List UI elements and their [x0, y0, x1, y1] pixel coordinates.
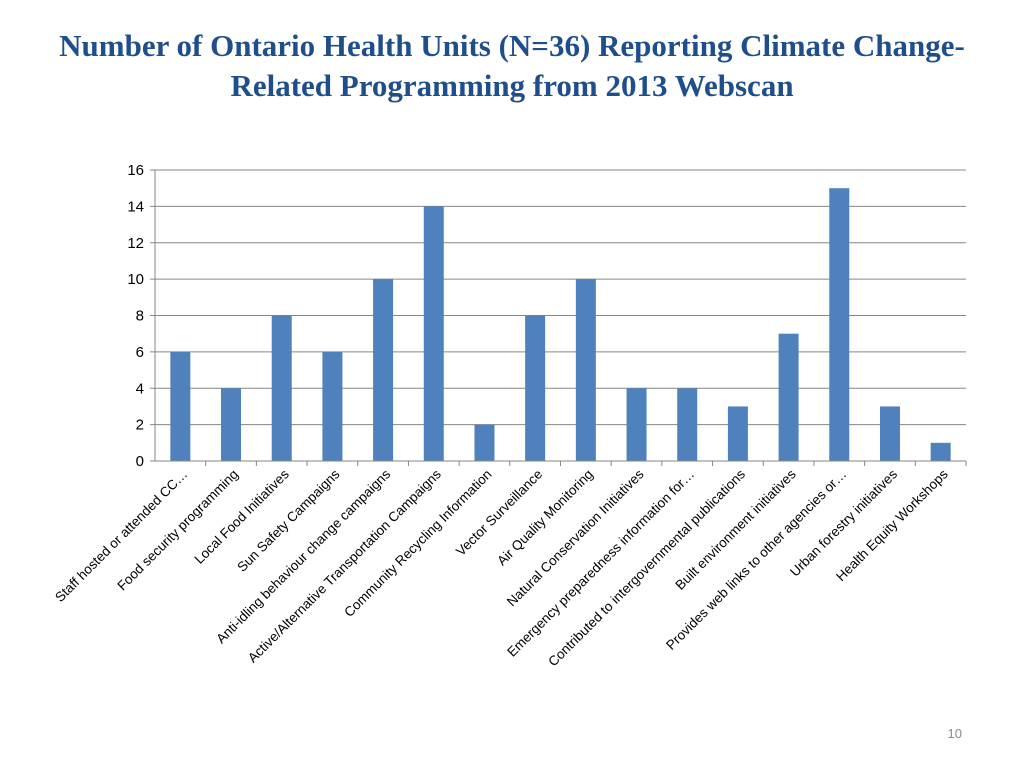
- bar: [626, 388, 647, 461]
- y-tick-label: 8: [136, 308, 144, 325]
- y-tick-label: 0: [136, 453, 144, 470]
- y-tick-label: 12: [127, 235, 144, 252]
- x-category-label: Vector Surveillance: [453, 467, 545, 559]
- y-tick-label: 2: [136, 417, 144, 434]
- x-category-label: Active/Alternative Transportation Campai…: [245, 466, 444, 665]
- bars: [170, 188, 951, 461]
- bar: [677, 388, 698, 461]
- bar: [829, 188, 850, 461]
- x-category-label: Air Quality Monitoring: [494, 467, 596, 569]
- y-axis-ticks: 0 2 4 6 8 10 12 14 16: [127, 162, 155, 470]
- y-tick-label: 6: [136, 344, 144, 361]
- bar: [322, 351, 343, 461]
- x-category-label: Sun Safety Campaigns: [234, 466, 342, 574]
- y-tick-label: 4: [136, 380, 144, 397]
- bar: [373, 279, 394, 461]
- bar: [474, 424, 495, 461]
- x-category-label: Local Food Initiatives: [192, 466, 292, 566]
- x-category-label: Provides web links to other agencies or…: [663, 467, 849, 653]
- x-category-label: Anti-idling behaviour change campaigns: [213, 466, 393, 646]
- bar: [879, 406, 900, 461]
- bar: [423, 206, 444, 461]
- bar: [930, 442, 951, 461]
- slide-number: 10: [947, 726, 962, 741]
- x-axis-category-labels: Staff hosted or attended CC…Food securit…: [52, 466, 951, 669]
- bar: [271, 315, 292, 461]
- chart-title: Number of Ontario Health Units (N=36) Re…: [59, 28, 965, 103]
- bar: [727, 406, 748, 461]
- bar: [778, 333, 799, 461]
- bar: [221, 388, 242, 461]
- y-tick-label: 10: [127, 271, 144, 288]
- y-tick-label: 14: [127, 198, 144, 215]
- bar: [575, 279, 596, 461]
- bar: [170, 351, 191, 461]
- x-category-label: Emergency preparedness information for…: [504, 467, 697, 660]
- bar: [525, 315, 546, 461]
- y-tick-label: 16: [127, 162, 144, 179]
